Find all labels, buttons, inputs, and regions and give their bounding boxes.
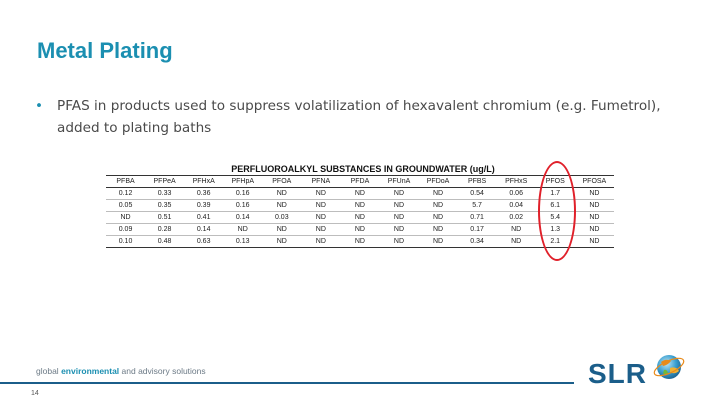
table-cell: ND [340, 199, 380, 212]
table-cell: 0.04 [496, 199, 536, 212]
column-header: PFHxA [184, 175, 224, 188]
slr-logo: SLR [588, 350, 688, 390]
tagline-part1: global [36, 366, 62, 376]
table-cell: 0.48 [145, 235, 185, 248]
table-cell: ND [301, 211, 341, 224]
table-cell: 0.63 [184, 235, 224, 248]
table-cell: 0.39 [184, 199, 224, 212]
table-cell: ND [301, 235, 341, 248]
table-cell: ND [379, 187, 419, 200]
table-cell: 0.33 [145, 187, 185, 200]
page-number: 14 [31, 390, 39, 397]
table-cell: 0.10 [106, 235, 146, 248]
table-cell: ND [301, 187, 341, 200]
table-cell: 0.05 [106, 199, 146, 212]
table-row: 0.09 0.28 0.14 ND ND ND ND ND ND 0.17 ND 1.3 ND [106, 223, 614, 236]
table-cell: 0.02 [496, 211, 536, 224]
bullet-icon: • [35, 98, 44, 114]
table-cell: 5.7 [457, 199, 497, 212]
column-header: PFBA [106, 175, 146, 188]
table-cell: ND [223, 223, 263, 236]
table-title: PERFLUOROALKYL SUBSTANCES IN GROUNDWATER… [231, 164, 495, 174]
table-cell: ND [574, 211, 614, 224]
table-cell: ND [574, 187, 614, 200]
table-cell: ND [340, 235, 380, 248]
table-cell: ND [418, 187, 458, 200]
table-header-row: PFBA PFPeA PFHxA PFHpA PFOA PFNA PFDA PF… [106, 175, 614, 188]
table-cell: 0.09 [106, 223, 146, 236]
slide-title: Metal Plating [37, 38, 173, 63]
table-cell: 0.34 [457, 235, 497, 248]
table-cell: ND [106, 211, 146, 224]
table-cell: ND [262, 187, 302, 200]
footer-divider [0, 382, 574, 384]
bullet-item: • PFAS in products used to suppress vola… [35, 95, 675, 139]
table-cell: ND [379, 223, 419, 236]
table-cell: 0.14 [223, 211, 263, 224]
column-header: PFOA [262, 175, 302, 188]
column-header: PFOSA [574, 175, 614, 188]
logo-text: SLR [588, 358, 647, 389]
table-cell: 0.12 [106, 187, 146, 200]
table-cell: ND [340, 187, 380, 200]
table-cell: 0.54 [457, 187, 497, 200]
table-cell: ND [496, 235, 536, 248]
table-cell: ND [418, 211, 458, 224]
table-cell: 0.36 [184, 187, 224, 200]
table-cell: 0.41 [184, 211, 224, 224]
column-header: PFUnA [379, 175, 419, 188]
bullet-text: PFAS in products used to suppress volati… [57, 98, 661, 136]
table-cell: 0.17 [457, 223, 497, 236]
column-header: PFDoA [418, 175, 458, 188]
table-cell: ND [301, 199, 341, 212]
table-cell: 0.28 [145, 223, 185, 236]
table-cell: ND [340, 223, 380, 236]
table-cell: 0.16 [223, 199, 263, 212]
table-cell: ND [379, 235, 419, 248]
table-cell: ND [262, 199, 302, 212]
table-cell: 0.06 [496, 187, 536, 200]
tagline-part2: and advisory solutions [119, 366, 206, 376]
table-cell: ND [418, 235, 458, 248]
table-cell: 0.03 [262, 211, 302, 224]
table-cell: ND [262, 223, 302, 236]
table-cell: 0.71 [457, 211, 497, 224]
column-header: PFHpA [223, 175, 263, 188]
table-cell: ND [301, 223, 341, 236]
table-cell: ND [574, 235, 614, 248]
table-cell: 0.13 [223, 235, 263, 248]
table-cell: ND [418, 199, 458, 212]
column-header: PFHxS [496, 175, 536, 188]
table-cell: 0.16 [223, 187, 263, 200]
table-cell: ND [262, 235, 302, 248]
table-cell: ND [574, 199, 614, 212]
table-cell: 0.51 [145, 211, 185, 224]
globe-icon [653, 355, 685, 379]
tagline-bold: environmental [61, 366, 120, 376]
table-cell: ND [340, 211, 380, 224]
table-cell: ND [574, 223, 614, 236]
table-cell: ND [418, 223, 458, 236]
table-cell: 0.14 [184, 223, 224, 236]
column-header: PFNA [301, 175, 341, 188]
column-header: PFPeA [145, 175, 185, 188]
column-header: PFDA [340, 175, 380, 188]
table-cell: ND [379, 211, 419, 224]
footer-tagline: global environmental and advisory soluti… [36, 366, 206, 376]
table-cell: ND [496, 223, 536, 236]
column-header: PFBS [457, 175, 497, 188]
pfos-highlight-ellipse [538, 161, 576, 261]
table-cell: 0.35 [145, 199, 185, 212]
table-cell: ND [379, 199, 419, 212]
table-row: 0.10 0.48 0.63 0.13 ND ND ND ND ND 0.34 ND 2.1 ND [106, 235, 614, 248]
